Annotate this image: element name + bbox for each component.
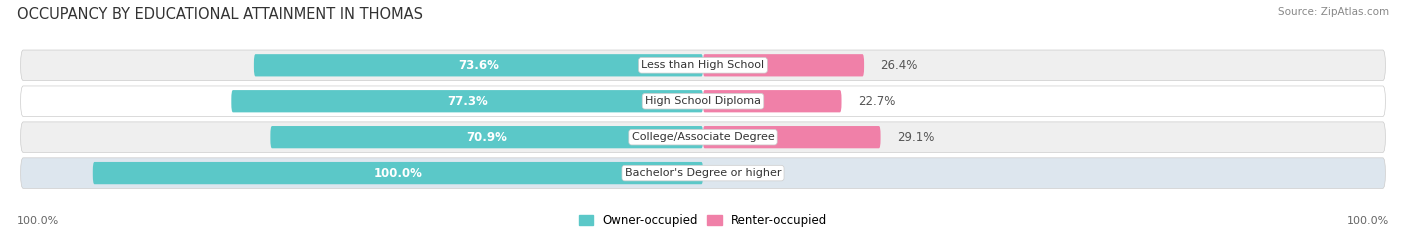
- FancyBboxPatch shape: [93, 162, 703, 184]
- FancyBboxPatch shape: [21, 50, 1385, 81]
- Text: 100.0%: 100.0%: [17, 216, 59, 226]
- Text: College/Associate Degree: College/Associate Degree: [631, 132, 775, 142]
- Text: OCCUPANCY BY EDUCATIONAL ATTAINMENT IN THOMAS: OCCUPANCY BY EDUCATIONAL ATTAINMENT IN T…: [17, 7, 423, 22]
- FancyBboxPatch shape: [21, 158, 1385, 188]
- FancyBboxPatch shape: [21, 122, 1385, 152]
- Text: 77.3%: 77.3%: [447, 95, 488, 108]
- FancyBboxPatch shape: [232, 90, 703, 112]
- Text: 100.0%: 100.0%: [1347, 216, 1389, 226]
- Text: 70.9%: 70.9%: [467, 131, 508, 144]
- Text: 22.7%: 22.7%: [858, 95, 896, 108]
- Text: Bachelor's Degree or higher: Bachelor's Degree or higher: [624, 168, 782, 178]
- FancyBboxPatch shape: [703, 90, 842, 112]
- FancyBboxPatch shape: [703, 126, 880, 148]
- FancyBboxPatch shape: [254, 54, 703, 76]
- Text: 26.4%: 26.4%: [880, 59, 918, 72]
- Text: High School Diploma: High School Diploma: [645, 96, 761, 106]
- FancyBboxPatch shape: [270, 126, 703, 148]
- Text: 29.1%: 29.1%: [897, 131, 935, 144]
- Legend: Owner-occupied, Renter-occupied: Owner-occupied, Renter-occupied: [579, 214, 827, 227]
- Text: 100.0%: 100.0%: [374, 167, 422, 180]
- FancyBboxPatch shape: [703, 54, 865, 76]
- Text: Less than High School: Less than High School: [641, 60, 765, 70]
- Text: Source: ZipAtlas.com: Source: ZipAtlas.com: [1278, 7, 1389, 17]
- Text: 0.0%: 0.0%: [720, 167, 749, 180]
- Text: 73.6%: 73.6%: [458, 59, 499, 72]
- FancyBboxPatch shape: [21, 86, 1385, 116]
